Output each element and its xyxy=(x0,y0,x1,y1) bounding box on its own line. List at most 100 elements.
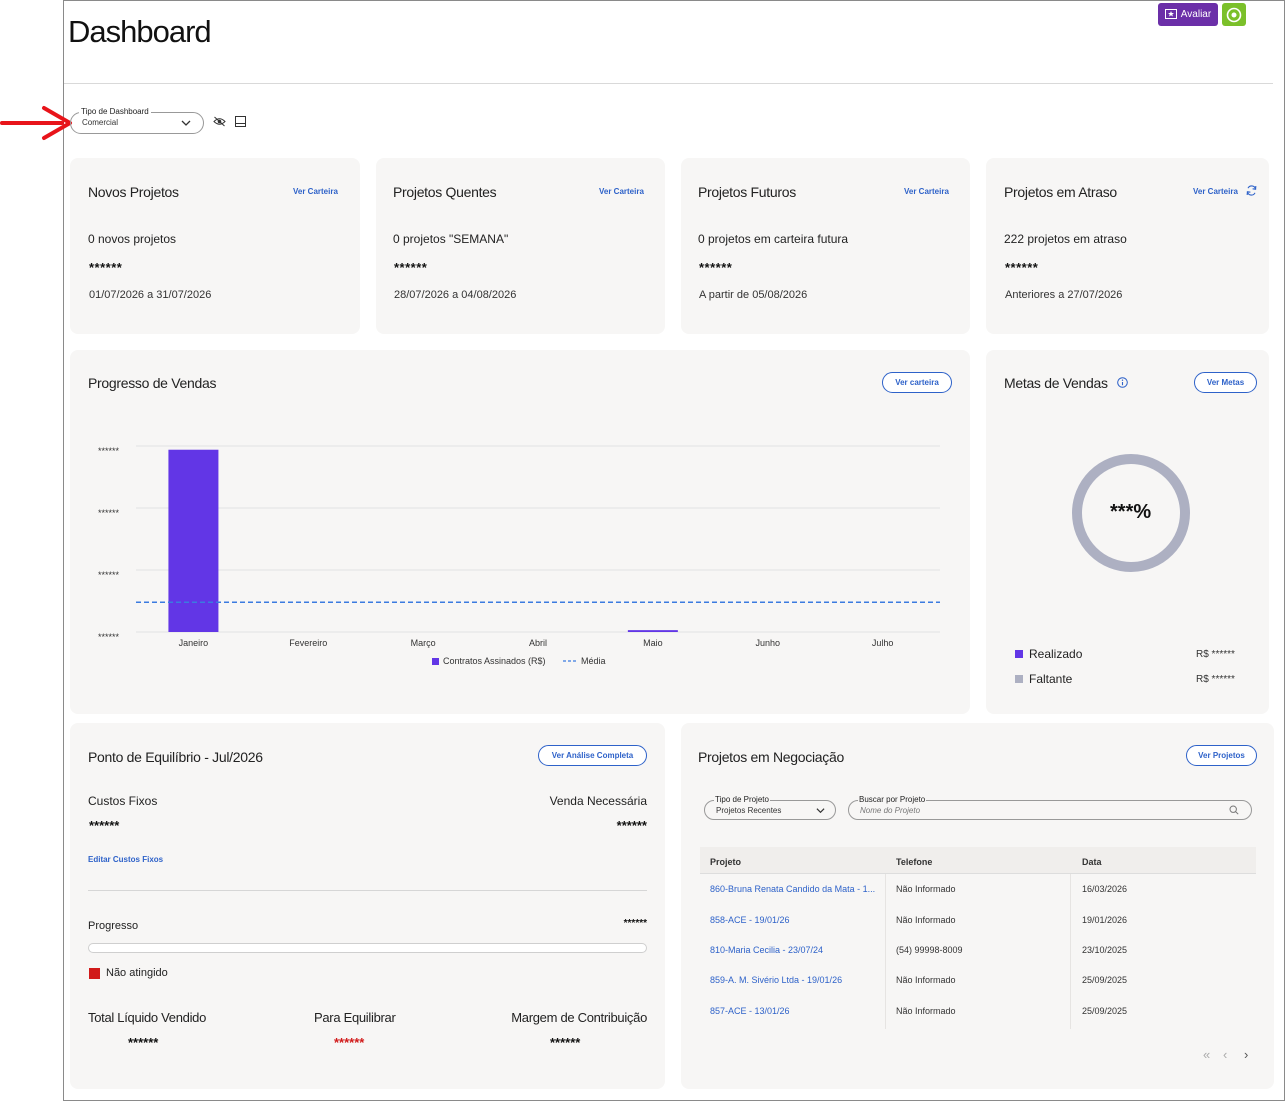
ver-projetos-button[interactable]: Ver Projetos xyxy=(1186,745,1257,766)
ver-metas-button[interactable]: Ver Metas xyxy=(1194,372,1257,393)
legend-value-faltante: R$ ****** xyxy=(1196,674,1235,685)
project-date: 16/03/2026 xyxy=(1082,884,1128,894)
negotiation-card: Projetos em Negociação Ver Projetos Tipo… xyxy=(681,723,1274,1089)
project-link[interactable]: 860-Bruna Renata Candido da Mata - 1... xyxy=(710,884,876,894)
kpi-value: ****** xyxy=(1005,260,1039,275)
bar-maio xyxy=(627,630,678,632)
info-icon[interactable] xyxy=(1117,377,1128,388)
sales-progress-card: Progresso de Vendas Ver carteira ****** *… xyxy=(70,350,970,714)
title-divider xyxy=(64,83,1273,84)
project-phone: Não Informado xyxy=(896,884,956,894)
project-type-label: Tipo de Projeto xyxy=(714,795,770,804)
x-tick-label: Julho xyxy=(872,638,894,648)
status-legend: Não atingido xyxy=(89,967,168,979)
x-tick-label: Fevereiro xyxy=(289,638,327,648)
kpi-card-projetos-atraso: Projetos em Atraso Ver Carteira 222 proj… xyxy=(986,158,1269,334)
sales-goals-card: Metas de Vendas Ver Metas ***% Realizado… xyxy=(986,350,1269,714)
kpi-summary: 0 projetos em carteira futura xyxy=(698,232,849,246)
margem-contribuicao-label: Margem de Contribuição xyxy=(511,1010,647,1025)
margem-contribuicao-value: ****** xyxy=(550,1035,581,1050)
prev-page-icon[interactable]: ‹ xyxy=(1223,1047,1228,1062)
project-search-placeholder: Nome do Projeto xyxy=(860,806,921,815)
chat-button[interactable] xyxy=(1222,3,1246,26)
project-phone: (54) 99998-8009 xyxy=(896,945,963,955)
x-tick-label: Março xyxy=(411,638,436,648)
kpi-summary: 0 projetos "SEMANA" xyxy=(393,232,509,246)
legend-media: Média xyxy=(563,656,606,666)
project-search-input[interactable]: Buscar por Projeto Nome do Projeto xyxy=(848,795,1252,820)
y-tick-label: ****** xyxy=(98,508,120,518)
goals-donut-chart xyxy=(1072,454,1190,572)
projects-table-header: Projeto Telefone Data xyxy=(700,847,1256,874)
negotiation-title: Projetos em Negociação xyxy=(698,749,844,765)
avaliar-label: Avaliar xyxy=(1180,9,1212,20)
project-link[interactable]: 857-ACE - 13/01/26 xyxy=(710,1006,790,1016)
first-page-icon[interactable]: « xyxy=(1203,1047,1211,1062)
project-phone: Não Informado xyxy=(896,1006,956,1016)
y-tick-label: ****** xyxy=(98,632,120,642)
eye-slash-icon[interactable] xyxy=(213,116,226,127)
kpi-summary: 222 projetos em atraso xyxy=(1004,232,1127,246)
project-date: 19/01/2026 xyxy=(1082,915,1128,925)
kpi-card-projetos-futuros: Projetos Futuros Ver Carteira 0 projetos… xyxy=(681,158,970,334)
kpi-period: Anteriores a 27/07/2026 xyxy=(1005,289,1123,301)
legend-dash-media xyxy=(563,660,577,662)
project-date: 25/09/2025 xyxy=(1082,1006,1128,1016)
ver-carteira-link[interactable]: Ver Carteira xyxy=(1193,187,1238,196)
column-header-telefone: Telefone xyxy=(896,857,933,867)
kpi-period: A partir de 05/08/2026 xyxy=(699,289,808,301)
required-sales-label: Venda Necessária xyxy=(549,794,647,808)
ver-carteira-link[interactable]: Ver Carteira xyxy=(293,187,338,196)
required-sales-value: ****** xyxy=(616,818,647,833)
dashboard-type-value: Comercial xyxy=(82,118,119,127)
avaliar-button[interactable]: Avaliar xyxy=(1158,3,1218,26)
column-header-data: Data xyxy=(1082,857,1102,867)
legend-label-faltante: Faltante xyxy=(1029,672,1073,686)
refresh-icon[interactable] xyxy=(1246,185,1257,196)
table-column-divider xyxy=(885,874,886,1029)
kpi-title: Projetos Quentes xyxy=(393,184,497,200)
ver-carteira-link[interactable]: Ver Carteira xyxy=(904,187,949,196)
legend-swatch-realizado xyxy=(1015,650,1023,658)
kpi-value: ****** xyxy=(394,260,428,275)
column-header-projeto: Projeto xyxy=(710,857,742,867)
search-icon[interactable] xyxy=(1229,805,1239,815)
star-comment-icon xyxy=(1164,8,1177,19)
project-type-select[interactable]: Tipo de Projeto Projetos Recentes xyxy=(704,795,836,820)
project-link[interactable]: 810-Maria Cecilia - 23/07/24 xyxy=(710,945,824,955)
legend-label-contratos: Contratos Assinados (R$) xyxy=(443,656,546,666)
project-date: 25/09/2025 xyxy=(1082,975,1128,985)
x-tick-label: Junho xyxy=(755,638,780,648)
project-search-label: Buscar por Projeto xyxy=(858,795,927,804)
x-tick-label: Abril xyxy=(529,638,547,648)
dashboard-type-select[interactable]: Tipo de Dashboard Comercial xyxy=(70,107,204,134)
project-link[interactable]: 859-A. M. Sivério Ltda - 19/01/26 xyxy=(710,975,843,985)
chevron-down-icon xyxy=(816,808,825,814)
ver-analise-button[interactable]: Ver Análise Completa xyxy=(538,745,647,766)
next-page-icon[interactable]: › xyxy=(1244,1047,1249,1062)
legend-swatch-faltante xyxy=(1015,675,1023,683)
legend-value-realizado: R$ ****** xyxy=(1196,649,1235,660)
kpi-period: 28/07/2026 a 04/08/2026 xyxy=(394,289,517,301)
kpi-value: ****** xyxy=(89,260,123,275)
goals-percent-label: ***% xyxy=(1110,501,1152,523)
kpi-period: 01/07/2026 a 31/07/2026 xyxy=(89,289,212,301)
sales-progress-title: Progresso de Vendas xyxy=(88,375,217,391)
breakeven-progress-bar xyxy=(88,943,647,953)
panel-icon[interactable] xyxy=(235,116,246,127)
status-swatch xyxy=(89,967,100,979)
project-link[interactable]: 858-ACE - 19/01/26 xyxy=(710,915,790,925)
breakeven-title: Ponto de Equilíbrio - Jul/2026 xyxy=(88,749,263,765)
chat-icon xyxy=(1226,7,1242,22)
legend-label-realizado: Realizado xyxy=(1029,647,1083,661)
para-equilibrar-value: ****** xyxy=(334,1035,365,1050)
legend-realizado: Realizado xyxy=(1015,647,1082,661)
project-phone: Não Informado xyxy=(896,915,956,925)
legend-swatch-contratos xyxy=(432,657,439,665)
ver-carteira-button[interactable]: Ver carteira xyxy=(882,372,952,393)
edit-fixed-costs-link[interactable]: Editar Custos Fixos xyxy=(88,855,164,864)
page-title: Dashboard xyxy=(68,14,212,49)
ver-carteira-link[interactable]: Ver Carteira xyxy=(599,187,644,196)
project-type-value: Projetos Recentes xyxy=(716,806,782,815)
fixed-costs-value: ****** xyxy=(89,818,120,833)
